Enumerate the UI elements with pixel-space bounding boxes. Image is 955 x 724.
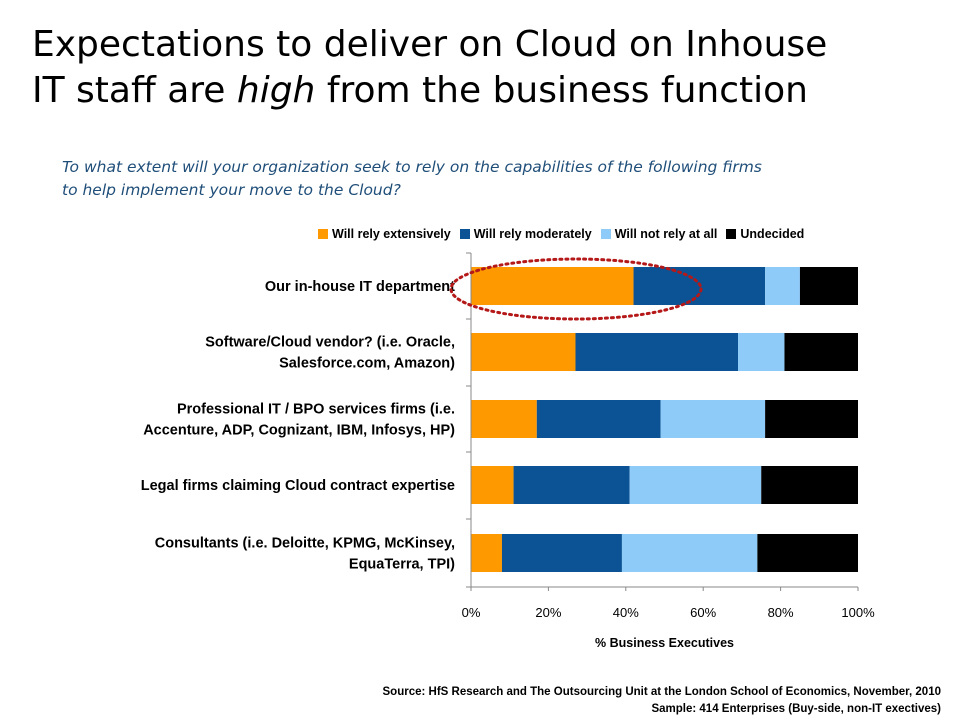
bar-segment <box>761 466 858 504</box>
question-line-2: to help implement your move to the Cloud… <box>62 181 401 199</box>
legend-label: Will not rely at all <box>614 227 718 241</box>
highlight-ellipse <box>449 257 703 321</box>
sample-line: Sample: 414 Enterprises (Buy-side, non-I… <box>651 703 941 715</box>
legend-label: Will rely extensively <box>332 227 451 241</box>
legend-item: Undecided <box>726 227 804 241</box>
bar-segment <box>738 333 785 371</box>
source-line: Source: HfS Research and The Outsourcing… <box>382 686 942 698</box>
bar-segment <box>799 267 858 305</box>
bar-segment <box>471 400 537 438</box>
bar-segment <box>621 534 758 572</box>
legend-swatch <box>318 229 328 239</box>
title-line-2: IT staff are high from the business func… <box>32 68 932 114</box>
bar-segment <box>471 267 634 305</box>
bar-segment <box>784 333 858 371</box>
bar-segment <box>471 333 576 371</box>
legend-item: Will rely extensively <box>318 227 451 241</box>
x-tick-label: 60% <box>690 605 716 620</box>
question-line-1: To what extent will your organization se… <box>62 158 762 176</box>
category-label: Legal firms claiming Cloud contract expe… <box>141 478 455 494</box>
bar-segment <box>471 534 502 572</box>
category-label: Our in-house IT department <box>265 279 455 295</box>
legend-swatch <box>600 229 611 239</box>
bar-segment <box>471 466 514 504</box>
legend-label: Undecided <box>740 227 805 241</box>
slide-title: Expectations to deliver on Cloud on Inho… <box>32 22 932 114</box>
x-tick-label: 20% <box>535 605 561 620</box>
legend-label: Will rely moderately <box>473 227 592 241</box>
x-tick-label: 100% <box>841 605 875 620</box>
bar-segment <box>757 534 858 572</box>
category-label: Software/Cloud vendor? (i.e. Oracle, Sale… <box>205 335 455 372</box>
legend-item: Will rely moderately <box>459 227 592 241</box>
x-tick-label: 40% <box>613 605 639 620</box>
bar-segment <box>629 466 762 504</box>
bar-segment <box>536 400 661 438</box>
x-tick-label: 80% <box>768 605 794 620</box>
bar-segment <box>501 534 622 572</box>
title-line-2-start: IT staff are <box>32 70 237 111</box>
source-note: Source: HfS Research and The Outsourcing… <box>383 684 942 718</box>
title-line-2-end: from the business function <box>315 70 808 111</box>
category-label: Professional IT / BPO services firms (i.… <box>143 402 455 439</box>
x-axis-title: % Business Executives <box>595 636 734 650</box>
x-tick-label: 0% <box>462 605 481 620</box>
bar-segment <box>513 466 630 504</box>
bar-segment <box>575 333 739 371</box>
bar-segment <box>765 267 800 305</box>
legend-swatch <box>459 229 470 239</box>
legend-swatch <box>726 229 737 239</box>
legend-item: Will not rely at all <box>600 227 718 241</box>
bar-segment <box>765 400 858 438</box>
bar-segment <box>660 400 766 438</box>
category-label: Consultants (i.e. Deloitte, KPMG, McKins… <box>155 536 455 573</box>
chart-legend: Will rely extensively Will rely moderatel… <box>318 225 813 243</box>
title-line-1: Expectations to deliver on Cloud on Inho… <box>32 24 828 65</box>
title-emphasis: high <box>236 70 316 111</box>
survey-question: To what extent will your organization se… <box>62 156 882 202</box>
